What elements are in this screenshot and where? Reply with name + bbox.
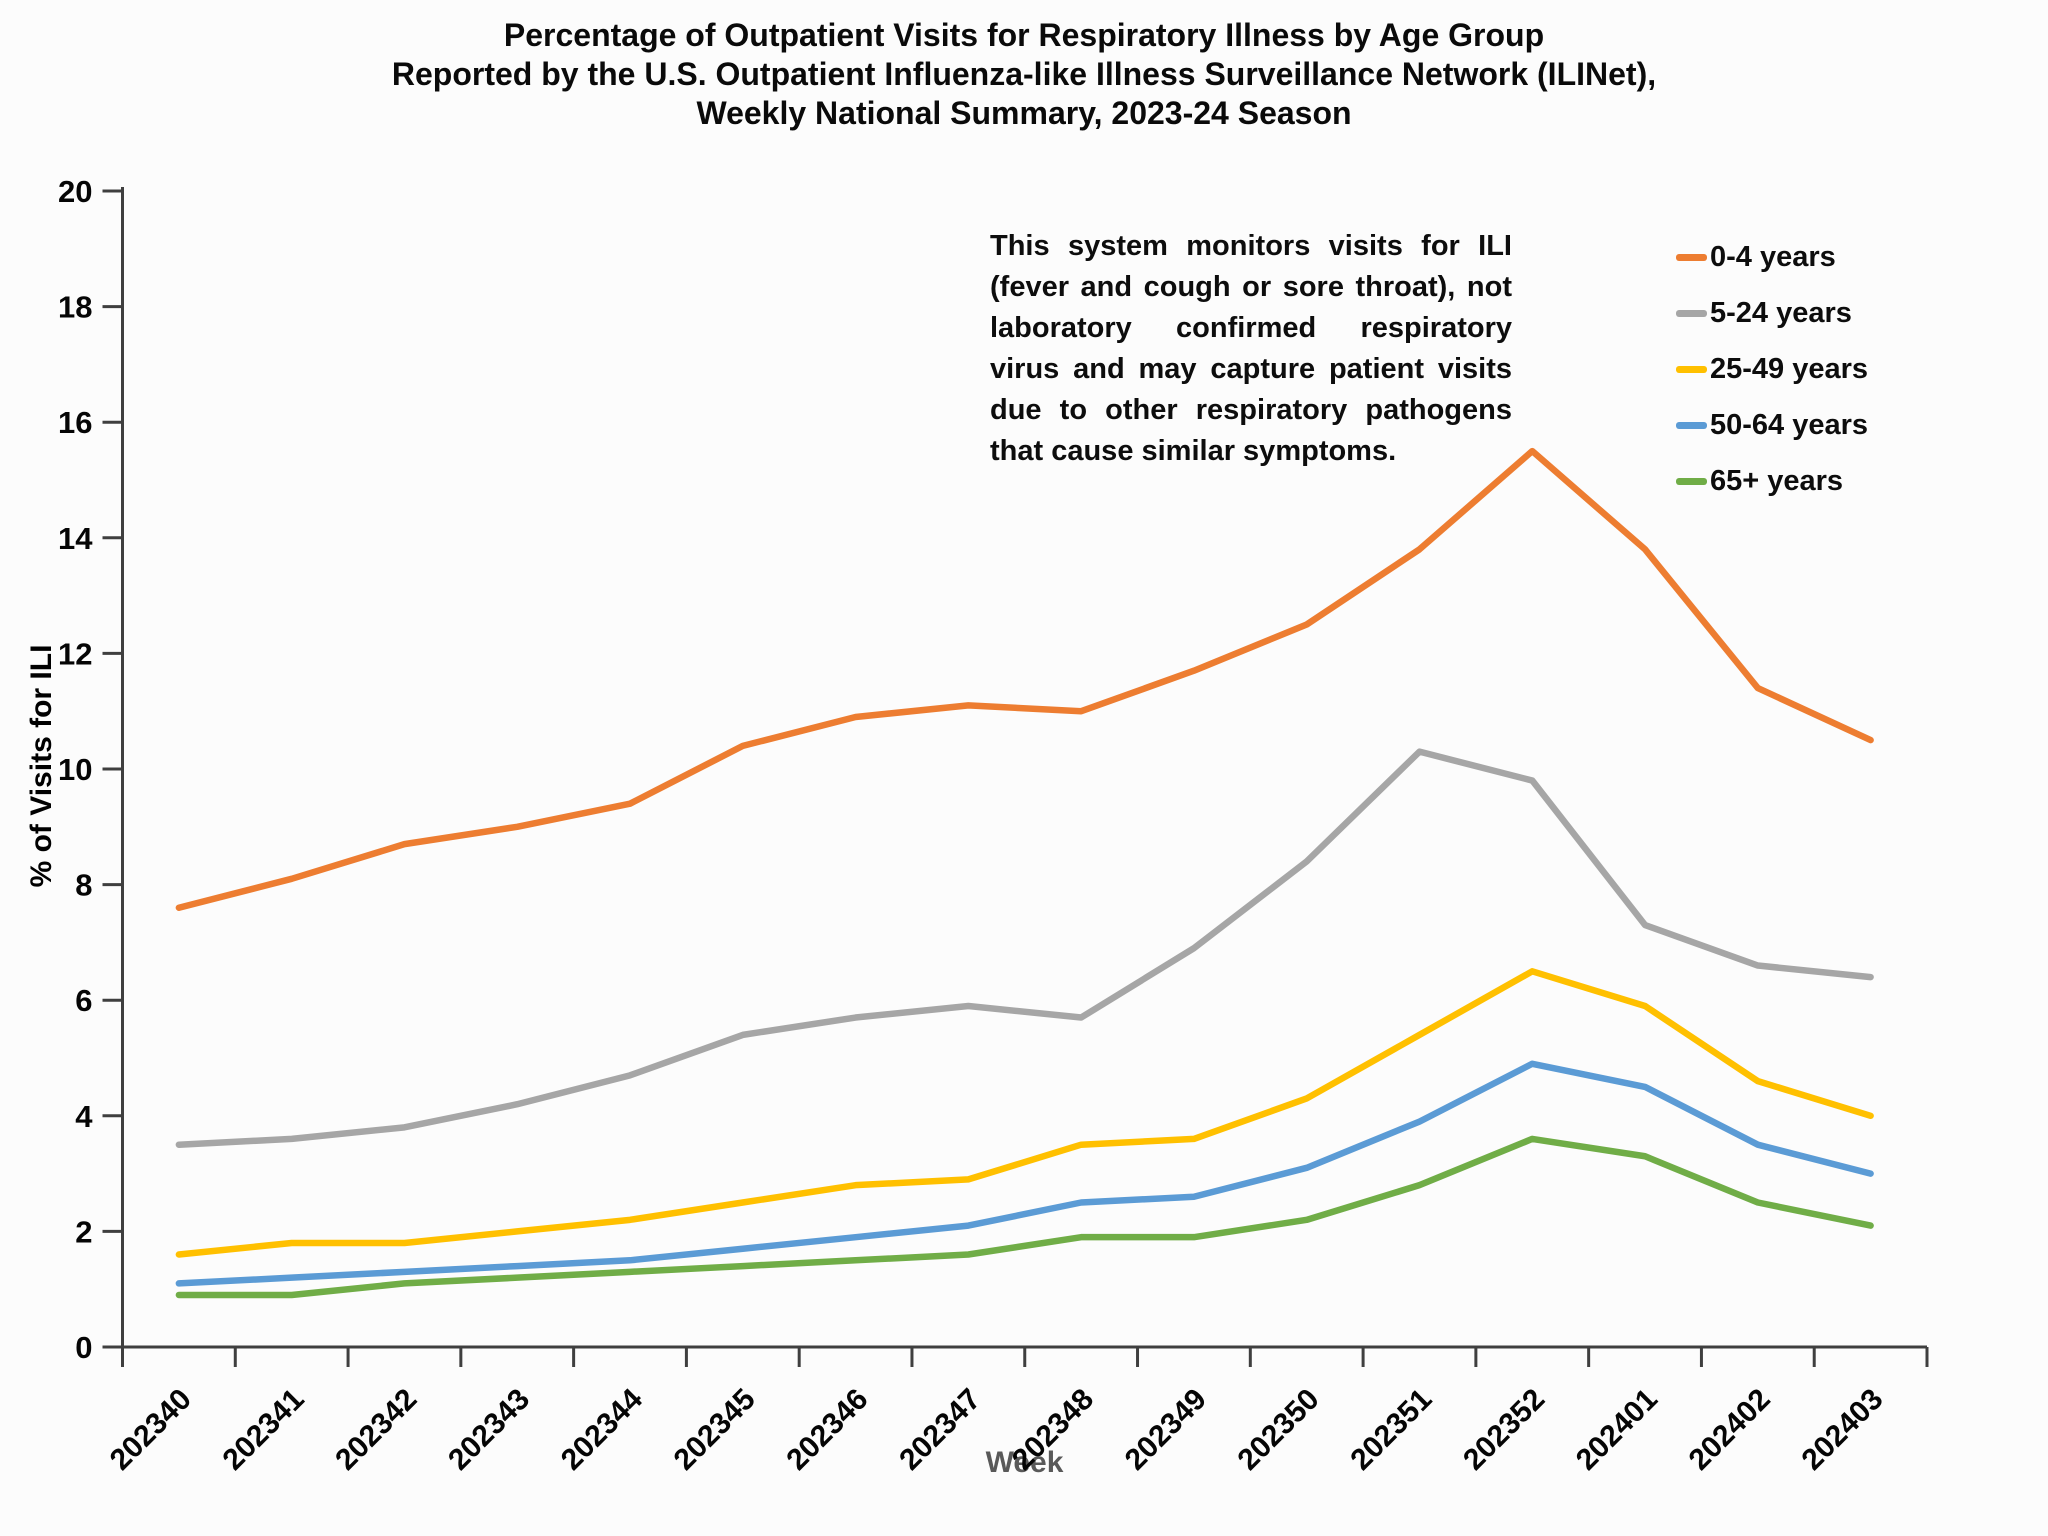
x-tick-label: 202349: [1119, 1383, 1213, 1477]
x-tick-label: 202344: [555, 1382, 649, 1476]
x-tick-label: 202340: [104, 1383, 198, 1477]
legend-swatch: [1676, 254, 1707, 261]
legend: 0-4 years 5-24 years 25-49 years 50-64 y…: [1676, 241, 1868, 498]
x-tick-label: 202346: [780, 1383, 874, 1477]
legend-label: 0-4 years: [1710, 241, 1836, 273]
x-tick-label: 202343: [442, 1383, 536, 1477]
chart-title: Percentage of Outpatient Visits for Resp…: [0, 16, 2048, 133]
legend-swatch: [1676, 366, 1707, 373]
x-tick-label: 202350: [1232, 1383, 1326, 1477]
y-tick-label: 8: [75, 868, 92, 903]
x-tick-label: 202351: [1344, 1383, 1438, 1477]
legend-swatch: [1676, 478, 1707, 485]
y-tick-label: 16: [58, 405, 92, 440]
x-tick-label: 202345: [668, 1383, 762, 1477]
x-axis-title: Week: [985, 1446, 1064, 1479]
legend-item-5-24-years: 5-24 years: [1676, 297, 1868, 330]
legend-label: 65+ years: [1710, 465, 1844, 497]
y-tick-label: 4: [75, 1099, 93, 1134]
legend-label: 25-49 years: [1710, 353, 1869, 385]
x-tick-label: 202403: [1795, 1383, 1889, 1477]
legend-swatch: [1676, 422, 1707, 429]
series-line-0-4 years: [175, 447, 1874, 911]
y-tick-label: 14: [58, 521, 93, 556]
legend-item-25-49-years: 25-49 years: [1676, 353, 1868, 386]
y-tick-label: 18: [58, 290, 92, 325]
legend-label: 50-64 years: [1710, 409, 1869, 441]
x-tick-label: 202347: [893, 1383, 987, 1477]
x-tick-label: 202352: [1457, 1383, 1551, 1477]
annotation-note: This system monitors visits for ILI (fev…: [990, 230, 1512, 467]
series-line-50-64 years: [175, 1060, 1874, 1287]
x-tick-label: 202402: [1683, 1383, 1777, 1477]
legend-swatch: [1676, 310, 1707, 317]
chart-title-line3: Weekly National Summary, 2023-24 Season: [696, 95, 1352, 131]
series-line-25-49 years: [175, 968, 1874, 1258]
chart-title-line2: Reported by the U.S. Outpatient Influenz…: [391, 56, 1657, 92]
chart-title-line1: Percentage of Outpatient Visits for Resp…: [503, 17, 1545, 53]
x-tick-label: 202348: [1006, 1383, 1100, 1477]
axes: [121, 187, 1927, 1349]
legend-item-50-64-years: 50-64 years: [1676, 409, 1868, 442]
legend-label: 5-24 years: [1710, 297, 1852, 329]
y-tick-label: 20: [58, 174, 92, 209]
x-tick-label: 202401: [1570, 1383, 1664, 1477]
y-tick-label: 0: [75, 1330, 92, 1365]
series-line-5-24 years: [175, 748, 1874, 1148]
x-tick-label: 202341: [216, 1383, 310, 1477]
legend-item-0-4-years: 0-4 years: [1676, 241, 1868, 274]
series-line-65+ years: [175, 1135, 1874, 1299]
legend-item-65-plus-years: 65+ years: [1676, 465, 1868, 498]
x-tick-label: 202342: [329, 1383, 423, 1477]
y-tick-label: 12: [58, 636, 92, 671]
y-tick-label: 6: [75, 983, 92, 1018]
y-tick-label: 2: [75, 1214, 92, 1249]
y-tick-label: 10: [58, 752, 92, 787]
